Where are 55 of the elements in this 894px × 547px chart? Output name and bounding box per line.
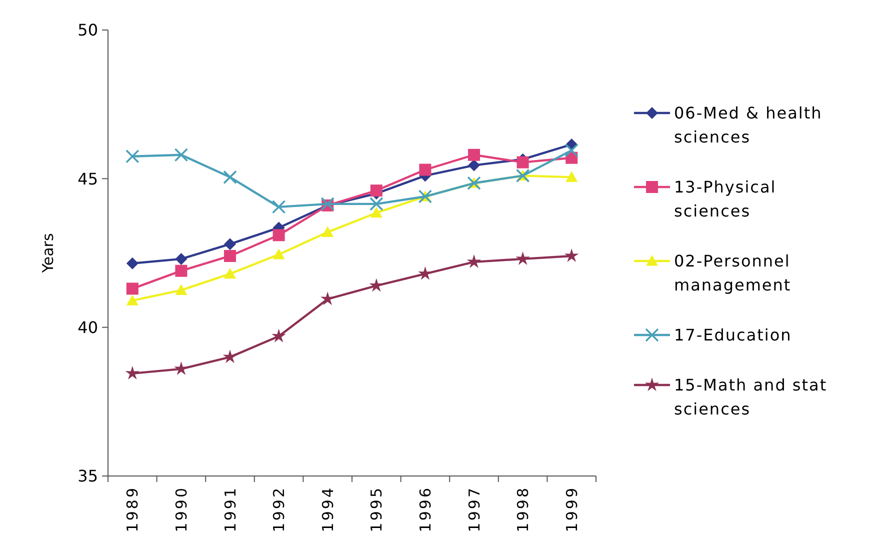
point — [468, 148, 480, 161]
point — [272, 229, 285, 242]
point — [175, 252, 188, 265]
x-tick-label: 1994 — [318, 486, 337, 532]
point — [174, 148, 188, 162]
point — [370, 184, 382, 197]
y-tick-label: 35 — [78, 466, 98, 486]
x-tick-label: 1995 — [368, 486, 386, 532]
y-tick-label: 50 — [78, 20, 98, 40]
x-tick-label: 1989 — [124, 486, 142, 532]
legend-label: 02-Personnel management — [674, 252, 792, 295]
point — [224, 250, 236, 262]
point — [125, 366, 140, 380]
point — [566, 171, 578, 182]
point — [224, 268, 236, 279]
point — [272, 248, 285, 260]
point — [369, 278, 384, 292]
point — [564, 248, 579, 262]
point — [126, 257, 138, 270]
point — [516, 168, 530, 183]
point — [174, 361, 188, 376]
point — [126, 294, 138, 306]
point — [370, 197, 384, 211]
point — [370, 206, 382, 218]
point — [272, 328, 286, 342]
point — [467, 176, 481, 190]
point — [466, 254, 482, 268]
x-tick-label: 1990 — [172, 486, 190, 532]
y-tick-label: 40 — [78, 318, 98, 337]
point — [175, 264, 188, 277]
legend-label: 13-Physical sciences — [674, 178, 776, 221]
point — [322, 226, 334, 237]
point — [516, 156, 529, 168]
x-tick-label: 1992 — [270, 486, 288, 532]
y-axis-title: Years — [39, 233, 57, 274]
point — [564, 144, 578, 158]
point — [419, 164, 432, 176]
x-tick-label: 1999 — [562, 486, 581, 532]
point — [175, 284, 188, 295]
point — [126, 149, 140, 164]
point — [222, 350, 238, 364]
point — [126, 282, 138, 295]
x-tick-label: 1998 — [514, 486, 532, 532]
x-tick-label: 1996 — [416, 486, 434, 532]
point — [516, 251, 530, 266]
point — [223, 170, 237, 184]
point — [272, 200, 286, 214]
x-tick-label: 1997 — [465, 486, 484, 532]
legend-label: 06-Med & health sciences — [674, 104, 822, 147]
y-tick-label: 45 — [78, 169, 98, 188]
x-tick-label: 1991 — [221, 486, 240, 532]
legend-label: 15-Math and stat sciences — [674, 376, 828, 419]
point — [224, 238, 236, 250]
legend-label: 17-Education — [674, 326, 792, 345]
point — [468, 159, 480, 172]
